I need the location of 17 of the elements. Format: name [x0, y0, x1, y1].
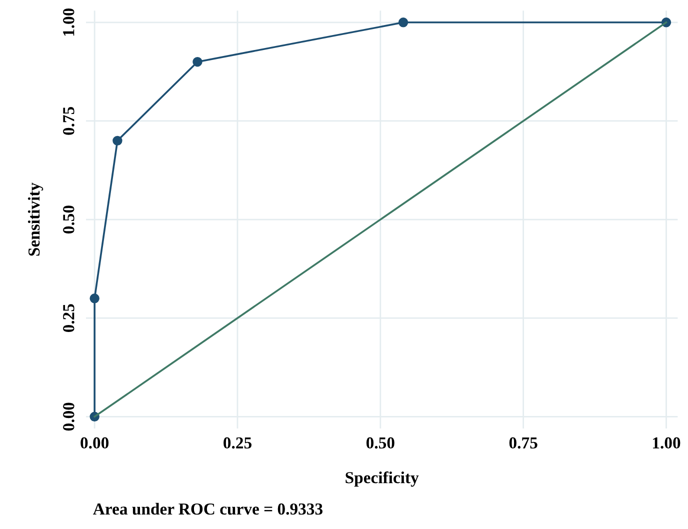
text: Area under ROC curve = 0.9333: [93, 502, 322, 515]
x-tick-label: 0.50: [366, 437, 394, 449]
point: [398, 18, 408, 28]
point: [112, 136, 122, 146]
point: [90, 294, 100, 304]
point: [192, 56, 202, 67]
x-tick-label: 0.00: [80, 437, 109, 449]
x-tick-label: 0.75: [509, 437, 538, 449]
y-axis-title: Sensitivity: [28, 182, 44, 256]
y-tick-label: 1.00: [63, 8, 74, 36]
x-tick-label: 1.00: [653, 437, 680, 449]
y-tick-label: 0.00: [63, 402, 74, 431]
y-tick-label: 0.25: [63, 304, 74, 332]
y-tick-label: 0.50: [63, 206, 74, 234]
y-tick-label: 0.75: [63, 106, 74, 135]
x-axis-title: Specificity: [346, 471, 419, 487]
x-tick-label: 0.25: [224, 437, 252, 449]
